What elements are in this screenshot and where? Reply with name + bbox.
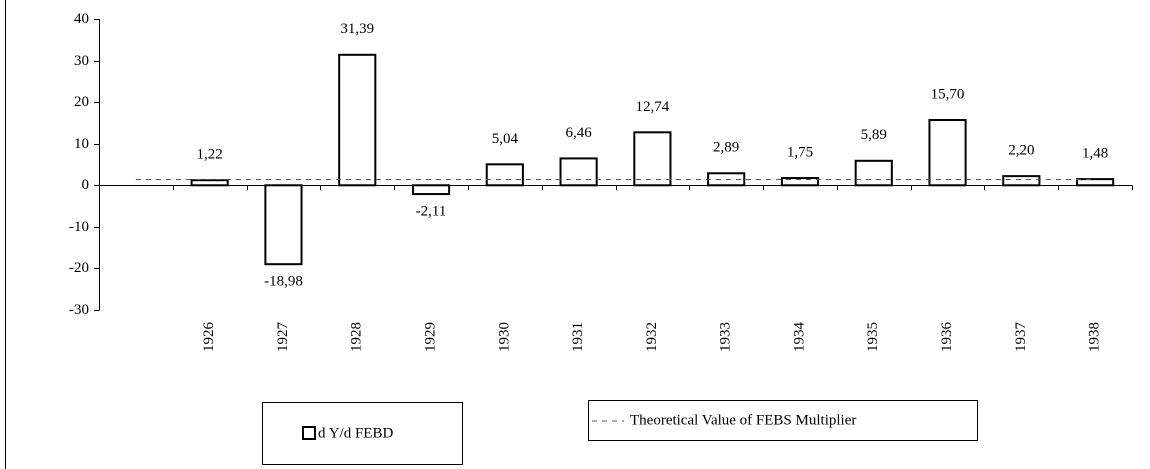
x-tick-label: 1928 [349,322,365,352]
bar [190,179,229,187]
bar [633,131,672,187]
x-tick-label: 1933 [718,322,734,352]
bar [338,53,377,187]
bar [1002,175,1041,187]
bar [559,157,598,187]
x-tick-label: 1932 [644,322,660,352]
data-label: 5,89 [861,127,887,143]
data-label: -18,98 [264,274,303,290]
legend-label: d Y/d FEBD [318,425,393,441]
x-tick-label: 1935 [865,322,881,352]
x-tick-label: 1937 [1013,322,1029,353]
x-tick-label: 1936 [939,322,955,353]
legend-swatch [302,426,316,440]
x-tick-label: 1938 [1087,322,1103,352]
y-tick-label: -10 [69,219,89,235]
data-label: 1,48 [1082,146,1108,162]
x-tick-label: 1934 [791,322,807,353]
bar [780,177,820,187]
data-label: 31,39 [340,21,374,37]
bar [411,184,451,196]
bar [854,159,893,187]
y-tick-label: -20 [69,260,89,276]
data-label: 1,75 [787,144,813,160]
legend-label: Theoretical Value of FEBS Multiplier [630,412,856,428]
bar [1076,178,1115,187]
y-tick-label: 20 [74,94,89,110]
data-label: 12,74 [636,99,670,115]
data-label: 1,22 [197,147,223,163]
x-tick-label: 1926 [201,322,217,353]
data-label: 5,04 [492,131,519,147]
legend-box [588,400,978,441]
y-tick-label: 10 [74,136,89,152]
y-tick-label: 0 [82,177,90,193]
legend-box [262,402,463,465]
data-label: -2,11 [416,203,447,219]
bar [264,184,303,266]
y-tick-label: -30 [69,302,89,318]
bar [928,119,967,187]
x-tick-label: 1931 [570,322,586,352]
data-label: 6,46 [565,125,592,141]
y-tick-label: 40 [74,11,89,27]
data-label: 2,89 [713,140,739,156]
x-tick-label: 1927 [275,322,291,353]
x-tick-label: 1930 [496,322,512,352]
data-label: 15,70 [931,86,965,102]
x-tick-label: 1929 [422,322,438,352]
bar [485,163,524,187]
y-tick-label: 30 [74,53,89,69]
data-label: 2,20 [1008,143,1034,159]
